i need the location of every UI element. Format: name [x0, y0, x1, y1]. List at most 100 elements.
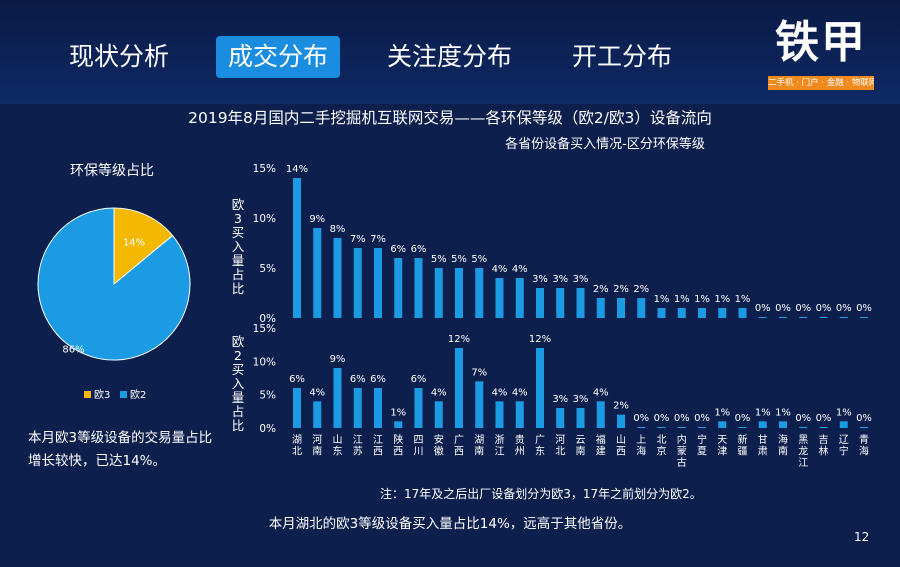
chart-subtitle: 各省份设备买入情况-区分环保等级 — [505, 137, 705, 152]
x-tick-label-吉林: 吉 — [819, 434, 829, 446]
x-tick-label-青海: 海 — [859, 445, 869, 458]
euro2-data-label: 6% — [411, 374, 427, 385]
euro2-bar-北京 — [657, 427, 666, 428]
euro3-data-label: 4% — [512, 264, 528, 275]
x-tick-label-山西: 西 — [616, 447, 626, 458]
x-tick-label-黑龙江: 黑 — [798, 434, 808, 446]
euro3-data-label: 1% — [714, 294, 730, 305]
euro2-data-label: 6% — [350, 374, 366, 385]
euro3-data-label: 0% — [836, 303, 852, 314]
tab-operation-distribution[interactable]: 开工分布 — [572, 42, 673, 71]
footnote: 注：17年及之后出厂设备划分为欧3，17年之前划分为欧2。 — [380, 487, 702, 501]
tab-status-analysis[interactable]: 现状分析 — [69, 42, 170, 71]
x-tick-label-甘肃: 肃 — [758, 446, 768, 458]
euro3-data-label: 4% — [492, 264, 508, 275]
x-tick-label-云南: 云 — [576, 435, 586, 446]
euro3-data-label: 7% — [350, 234, 366, 245]
euro2-data-label: 4% — [512, 387, 528, 398]
euro3-data-label: 2% — [613, 284, 629, 295]
euro2-data-label: 0% — [654, 413, 670, 424]
euro3-ytick: 15% — [253, 163, 276, 175]
euro3-data-label: 2% — [593, 284, 609, 295]
x-tick-label-陕西: 西 — [393, 447, 403, 458]
euro2-bar-云南 — [576, 408, 585, 428]
euro3-data-label: 6% — [411, 244, 427, 255]
euro2-bar-上海 — [637, 427, 646, 428]
euro3-bar-青海 — [860, 317, 868, 318]
x-tick-label-湖南: 南 — [474, 445, 484, 458]
x-tick-label-广西: 广 — [454, 434, 464, 446]
x-tick-label-江西: 西 — [373, 447, 383, 458]
euro2-data-label: 1% — [775, 407, 791, 418]
legend-swatch-欧3 — [84, 391, 91, 398]
x-tick-label-宁夏: 夏 — [697, 446, 707, 458]
euro3-data-label: 6% — [390, 244, 406, 255]
x-tick-label-四川: 四 — [414, 435, 424, 446]
euro2-data-label: 1% — [390, 407, 406, 418]
euro2-bar-安徽 — [434, 401, 443, 428]
euro3-bar-贵州 — [515, 278, 524, 318]
x-tick-label-湖北: 北 — [292, 446, 302, 458]
euro2-data-label: 0% — [816, 413, 832, 424]
euro2-bar-河南 — [313, 401, 322, 428]
euro3-bar-湖北 — [293, 178, 301, 318]
x-tick-label-黑龙江: 龙 — [798, 445, 808, 458]
x-tick-label-广西: 西 — [454, 447, 464, 458]
logo-tagline: 二手机 · 门户 · 金融 · 物联网 — [768, 76, 874, 90]
euro2-bar-山西 — [617, 414, 625, 428]
x-tick-label-河南: 南 — [312, 445, 322, 458]
euro3-bar-吉林 — [819, 317, 828, 318]
euro2-data-label: 2% — [613, 401, 629, 412]
x-tick-label-广东: 广 — [535, 434, 545, 446]
euro2-bar-陕西 — [394, 421, 403, 428]
euro2-bar-吉林 — [819, 427, 828, 428]
x-tick-label-贵州: 州 — [515, 446, 525, 458]
euro2-bar-四川 — [414, 388, 423, 428]
x-tick-label-海南: 海 — [778, 433, 788, 446]
euro2-data-label: 1% — [836, 407, 852, 418]
pie-slice-欧3 — [113, 207, 174, 286]
tab-transaction-distribution[interactable]: 成交分布 — [216, 36, 341, 78]
euro2-data-label: 0% — [633, 413, 649, 424]
euro2-data-label: 7% — [471, 367, 487, 378]
euro2-ytick: 5% — [259, 390, 276, 402]
euro2-data-label: 12% — [448, 334, 470, 345]
x-tick-label-辽宁: 宁 — [839, 445, 849, 458]
euro2-bar-青海 — [860, 427, 868, 428]
euro3-bar-湖南 — [475, 268, 484, 318]
legend-label-欧3: 欧3 — [94, 389, 110, 401]
page-number: 12 — [854, 530, 870, 544]
euro2-data-label: 0% — [795, 413, 811, 424]
x-tick-label-江西: 江 — [373, 434, 383, 446]
top-bar — [0, 0, 900, 104]
euro3-data-label: 2% — [633, 284, 649, 295]
x-tick-label-山东: 山 — [333, 434, 343, 446]
euro2-data-label: 0% — [674, 413, 690, 424]
euro2-bar-浙江 — [495, 401, 504, 428]
brand-logo: 铁甲 二手机 · 门户 · 金融 · 物联网 — [766, 14, 876, 94]
euro3-bar-海南 — [779, 317, 787, 318]
euro3-ytick: 0% — [259, 313, 276, 325]
euro3-data-label: 0% — [795, 303, 811, 314]
x-tick-label-甘肃: 甘 — [758, 433, 768, 446]
legend-label-欧2: 欧2 — [130, 389, 146, 401]
euro2-data-label: 9% — [330, 354, 346, 365]
euro2-data-label: 6% — [370, 374, 386, 385]
euro3-bar-江西 — [374, 248, 382, 318]
x-tick-label-福建: 福 — [596, 433, 606, 446]
euro3-bar-陕西 — [394, 258, 403, 318]
euro2-bar-福建 — [596, 401, 605, 428]
x-tick-label-安徽: 安 — [434, 433, 444, 446]
euro3-data-label: 3% — [573, 274, 589, 285]
euro2-ytick: 10% — [253, 356, 276, 368]
legend-swatch-欧2 — [120, 391, 127, 398]
pie-label-欧2: 86% — [62, 344, 84, 355]
x-tick-label-安徽: 徽 — [434, 445, 444, 458]
euro2-axis-label: 欧2买入量占比 — [231, 334, 245, 433]
euro2-data-label: 0% — [735, 413, 751, 424]
x-tick-label-辽宁: 辽 — [839, 434, 849, 446]
euro2-data-label: 1% — [755, 407, 771, 418]
euro3-data-label: 1% — [735, 294, 751, 305]
tab-attention-distribution[interactable]: 关注度分布 — [387, 42, 513, 71]
x-tick-label-江苏: 江 — [353, 434, 363, 446]
